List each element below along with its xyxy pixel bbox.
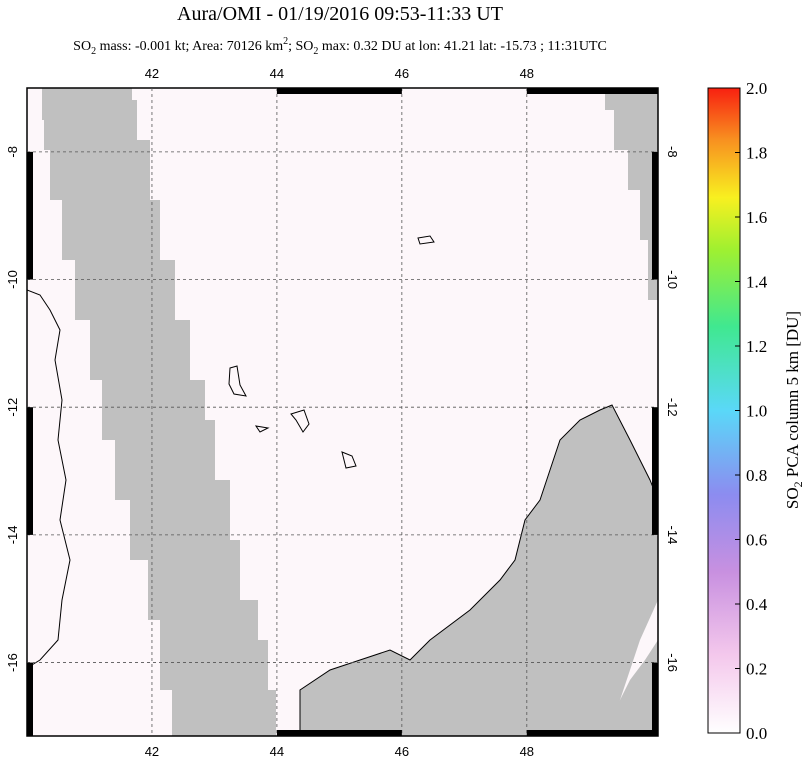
x-tick-label: 46 [395, 744, 409, 759]
y-tick-label: -16 [665, 653, 680, 672]
frame-bar [276, 88, 402, 94]
subtitle-sub: 2 [91, 46, 96, 57]
coastline [299, 404, 658, 736]
island [254, 425, 270, 433]
frame-bar [652, 407, 658, 535]
land-madagascar [300, 405, 658, 736]
subtitle-sup: 2 [283, 36, 288, 47]
frame-bar [526, 88, 658, 94]
colorbar [707, 87, 741, 734]
y-tick-label: -8 [5, 146, 20, 158]
no-data-edge [605, 88, 658, 300]
colorbar-tick-label: 1.0 [746, 402, 767, 421]
subtitle: SO2 mass: -0.001 kt; Area: 70126 km2; SO… [73, 36, 607, 57]
map-area [27, 88, 658, 736]
frame-bar [652, 662, 658, 736]
colorbar-tick-label: 0.8 [746, 466, 767, 485]
island [290, 409, 310, 433]
subtitle-part: mass: -0.001 kt; Area: 70126 km [96, 39, 283, 54]
y-tick-label: -14 [5, 525, 20, 544]
x-tick-label: 42 [145, 744, 159, 759]
colorbar-tick-label: 0.6 [746, 531, 767, 550]
frame-bar [652, 151, 658, 280]
colorbar-tick-label: 1.2 [746, 337, 767, 356]
title: Aura/OMI - 01/19/2016 09:53-11:33 UT [177, 3, 503, 25]
colorbar-tick-label: 2.0 [746, 79, 767, 98]
colorbar-label-part: PCA column 5 km [DU] [783, 311, 802, 481]
subtitle-sub: 2 [313, 46, 318, 57]
colorbar-tick-label: 0.0 [746, 724, 767, 743]
island [417, 235, 435, 245]
island [341, 451, 357, 469]
x-tick-label: 44 [270, 66, 284, 81]
island [228, 365, 247, 397]
y-tick-label: -10 [665, 270, 680, 289]
colorbar-label: SO2 PCA column 5 km [DU] [783, 311, 805, 509]
colorbar-tick-label: 1.4 [746, 273, 768, 292]
colorbar-tick-label: 0.4 [746, 595, 768, 614]
y-tick-label: -12 [665, 398, 680, 417]
subtitle-part: SO [73, 39, 91, 54]
colorbar-tick-label: 0.2 [746, 660, 767, 679]
frame-bar [27, 151, 33, 280]
frame-bar [27, 662, 33, 736]
x-tick-label: 46 [395, 66, 409, 81]
no-data-corner [600, 640, 658, 736]
x-tick-label: 48 [520, 744, 534, 759]
frame-bar [27, 407, 33, 535]
no-data-swath [42, 88, 276, 736]
y-tick-label: -14 [665, 525, 680, 544]
x-tick-label: 48 [520, 66, 534, 81]
subtitle-part: ; SO [288, 39, 313, 54]
colorbar-tick-label: 1.8 [746, 144, 767, 163]
frame-bar [526, 730, 658, 736]
x-tick-label: 44 [270, 744, 284, 759]
y-tick-label: -10 [5, 270, 20, 289]
y-tick-label: -12 [5, 398, 20, 417]
colorbar-tick-label: 1.6 [746, 208, 767, 227]
coastline-africa [27, 289, 71, 669]
subtitle-part: max: 0.32 DU at lon: 41.21 lat: -15.73 ;… [318, 39, 606, 54]
y-tick-label: -16 [5, 653, 20, 672]
y-tick-label: -8 [665, 146, 680, 158]
colorbar-label-part: SO [783, 487, 802, 509]
frame-bar [276, 730, 402, 736]
x-tick-label: 42 [145, 66, 159, 81]
colorbar-label-sub: 2 [791, 481, 805, 487]
